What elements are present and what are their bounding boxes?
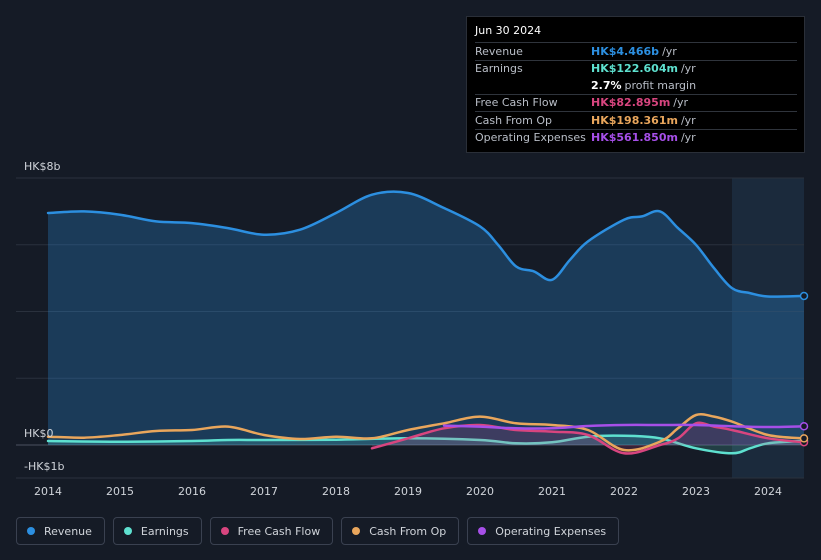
tooltip-row-suffix: /yr [680, 113, 696, 127]
tooltip-row-suffix: /yr [673, 96, 689, 110]
cash-from-op-endpoint [799, 434, 809, 443]
tooltip-row-value: HK$561.850m [591, 131, 678, 145]
legend-dot-icon [220, 527, 229, 535]
legend-label: Cash From Op [369, 524, 447, 538]
x-tick-label: 2024 [754, 485, 782, 498]
tooltip-row-label: Free Cash Flow [475, 96, 558, 110]
x-tick-label: 2016 [178, 485, 206, 498]
tooltip-row-suffix: profit margin [624, 78, 697, 92]
legend-item-operating-expenses[interactable]: Operating Expenses [467, 517, 620, 545]
tooltip-row: Cash From Op HK$198.361m/yr [475, 111, 797, 129]
tooltip-row-suffix: /yr [662, 44, 677, 58]
tooltip-row-suffix: /yr [680, 62, 696, 76]
earnings-line [46, 434, 806, 455]
y-axis-label: -HK$1b [24, 460, 64, 473]
tooltip-row-value: HK$4.466b [591, 44, 660, 58]
legend-label: Revenue [44, 524, 92, 538]
y-axis-label: HK$0 [24, 427, 53, 440]
x-tick-label: 2019 [394, 485, 422, 498]
tooltip-row-label: Cash From Op [475, 113, 553, 127]
tooltip-row: Earnings HK$122.604m/yr [475, 59, 797, 78]
revenue-area [48, 191, 804, 445]
legend-item-revenue[interactable]: Revenue [16, 517, 105, 545]
legend-dot-icon [27, 527, 35, 535]
tooltip-row-value: HK$198.361m [591, 113, 678, 127]
legend-item-earnings[interactable]: Earnings [112, 517, 202, 545]
tooltip-row-value: HK$122.604m [591, 62, 678, 76]
tooltip-row-value: HK$82.895m [591, 96, 671, 110]
legend-item-cash-from-op[interactable]: Cash From Op [341, 517, 460, 545]
revenue-line [46, 190, 806, 298]
tooltip-row: Free Cash Flow HK$82.895m/yr [475, 93, 797, 112]
x-tick-label: 2018 [322, 485, 350, 498]
x-tick-label: 2015 [106, 485, 134, 498]
x-tick-label: 2021 [538, 485, 566, 498]
free-cash-flow-area [372, 422, 804, 454]
operating-expenses-endpoint [799, 421, 809, 431]
y-axis-label: HK$8b [24, 160, 60, 173]
x-tick-label: 2014 [34, 485, 62, 498]
tooltip-row-value: 2.7% [591, 78, 622, 92]
legend-label: Free Cash Flow [237, 524, 321, 538]
x-tick-label: 2017 [250, 485, 278, 498]
x-tick-label: 2022 [610, 485, 638, 498]
tooltip-panel: Jun 30 2024 Revenue HK$4.466b/yr Earnings H… [466, 16, 805, 153]
x-tick-label: 2020 [466, 485, 494, 498]
legend-item-free-cash-flow[interactable]: Free Cash Flow [209, 517, 334, 545]
tooltip-row-suffix: /yr [680, 131, 696, 145]
legend-dot-icon [123, 527, 132, 535]
revenue-endpoint [799, 291, 809, 301]
x-tick-label: 2023 [682, 485, 710, 498]
tooltip-row-label: Earnings [475, 62, 523, 76]
tooltip-row-label: Revenue [475, 44, 523, 58]
cash-from-op-line [46, 413, 806, 452]
operating-expenses-line [442, 423, 806, 430]
legend-dot-icon [478, 527, 487, 535]
legend: Revenue Earnings Free Cash Flow Cash From O… [16, 517, 620, 545]
tooltip-row: 2.7% profit margin [475, 77, 797, 94]
tooltip-row: Operating Expenses HK$561.850m/yr [475, 128, 797, 147]
legend-label: Operating Expenses [495, 524, 607, 538]
legend-dot-icon [352, 527, 361, 535]
tooltip-row-label: Operating Expenses [475, 131, 586, 145]
tooltip-row: Revenue HK$4.466b/yr [475, 42, 797, 60]
legend-label: Earnings [140, 524, 189, 538]
tooltip-date: Jun 30 2024 [475, 24, 542, 37]
